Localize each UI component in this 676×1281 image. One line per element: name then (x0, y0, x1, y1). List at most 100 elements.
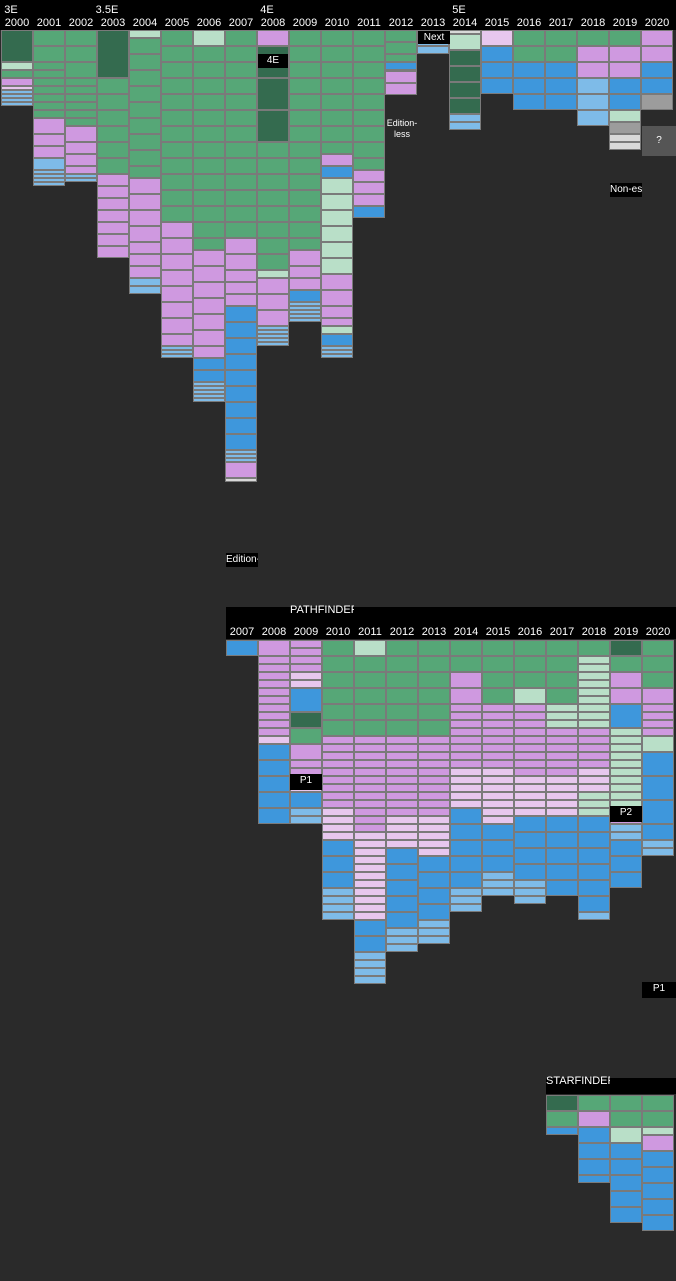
top-chart-bar-segment (225, 222, 257, 238)
top-chart-bar-segment (449, 82, 481, 98)
pathfinder-bar-segment (546, 864, 578, 880)
top-chart-bar-segment (33, 70, 65, 78)
pathfinder-bar-segment (258, 792, 290, 808)
pathfinder-bar-segment (546, 816, 578, 832)
top-chart-bar-segment (289, 126, 321, 142)
top-chart-bar-segment (193, 158, 225, 174)
pathfinder-bar-segment (482, 776, 514, 784)
top-chart-bar-segment (257, 254, 289, 270)
pathfinder-bar-segment (290, 712, 322, 728)
top-chart-bar-segment (321, 30, 353, 46)
top-chart-bar-segment (65, 94, 97, 102)
top-chart-bar-segment (193, 266, 225, 282)
top-chart-bar-segment (641, 30, 673, 46)
top-chart-bar-segment (257, 158, 289, 174)
top-chart-bar-segment (161, 354, 193, 358)
top-chart-bar-segment (289, 78, 321, 94)
top-year-tick: 2008 (260, 17, 286, 29)
pathfinder-bar-segment (514, 784, 546, 792)
pathfinder-year-tick: 2017 (549, 626, 575, 638)
top-chart-bar-segment (129, 134, 161, 150)
top-chart-bar-segment (385, 54, 417, 62)
pathfinder-bar-segment (418, 848, 450, 856)
pathfinder-bar-segment (578, 864, 610, 880)
pathfinder-bar-segment (386, 760, 418, 768)
pathfinder-bar-segment (482, 656, 514, 672)
top-chart-bar-segment (289, 310, 321, 314)
pathfinder-bar-segment (322, 656, 354, 672)
top-chart-bar-segment (545, 78, 577, 94)
top-chart-bar-segment (353, 170, 385, 182)
top-chart-bar-segment (321, 78, 353, 94)
pathfinder-bar-segment (482, 880, 514, 888)
edition-marker: 3E (4, 4, 18, 16)
top-chart-bar-segment (449, 66, 481, 82)
top-chart-bar-segment (33, 182, 65, 186)
top-chart-bar-segment (225, 270, 257, 282)
starfinder-bar-segment (610, 1207, 642, 1223)
top-chart-bar-segment (289, 174, 321, 190)
pathfinder-bar-segment (450, 792, 482, 800)
top-chart-bar-segment (609, 110, 641, 122)
pathfinder-bar-segment (546, 704, 578, 712)
pathfinder-bar-segment (354, 784, 386, 792)
pathfinder-bar-segment (450, 752, 482, 760)
top-chart-bar-segment (225, 370, 257, 386)
top-chart-bar-segment (65, 174, 97, 178)
top-chart-bar-segment (225, 306, 257, 322)
top-chart-bar-segment (97, 210, 129, 222)
pathfinder-bar-segment (386, 776, 418, 784)
pathfinder-bar-segment (322, 752, 354, 760)
top-chart-bar-segment (289, 302, 321, 306)
top-chart-bar-segment (353, 46, 385, 62)
starfinder-bar-segment (610, 1095, 642, 1111)
pathfinder-bar-segment (514, 888, 546, 896)
top-chart-bar-segment (97, 158, 129, 174)
top-chart-bar-segment (289, 290, 321, 302)
top-chart-bar-segment (257, 222, 289, 238)
pathfinder-bar-segment (418, 776, 450, 784)
top-annotation-label: Non-essential (610, 183, 642, 197)
top-chart-bar-segment (577, 46, 609, 62)
pathfinder-bar-segment (514, 752, 546, 760)
top-chart-bar-segment (129, 30, 161, 38)
top-chart-bar-segment (65, 46, 97, 62)
top-chart-bar-segment (289, 318, 321, 322)
top-chart-bar-segment (385, 83, 417, 95)
pathfinder-bar-segment (386, 824, 418, 832)
top-chart-bar-segment (257, 310, 289, 326)
pathfinder-bar-segment (578, 816, 610, 832)
pathfinder-bar-segment (642, 712, 674, 720)
pathfinder-bar-segment (386, 768, 418, 776)
top-chart-bar-segment (97, 126, 129, 142)
pathfinder-title: PATHFINDER (290, 604, 354, 616)
top-chart-bar-segment (65, 110, 97, 118)
top-chart-bar-segment (321, 354, 353, 358)
pathfinder-bar-segment (578, 880, 610, 896)
pathfinder-bar-segment (546, 880, 578, 896)
pathfinder-bar-segment (450, 768, 482, 776)
pathfinder-bar-segment (450, 656, 482, 672)
top-chart-bar-segment (481, 78, 513, 94)
top-chart-bar-segment (225, 62, 257, 78)
pathfinder-bar-segment (610, 824, 642, 832)
top-chart-bar-segment (193, 222, 225, 238)
pathfinder-bar-segment (578, 808, 610, 816)
top-chart-bar-segment (1, 90, 33, 94)
pathfinder-year-tick: 2011 (358, 626, 382, 638)
top-chart-bar-segment (1, 70, 33, 78)
pathfinder-bar-segment (450, 856, 482, 872)
top-chart-bar-segment (65, 166, 97, 174)
pathfinder-bar-segment (386, 816, 418, 824)
top-chart-bar-segment (129, 242, 161, 254)
top-year-tick: 2006 (196, 17, 222, 29)
top-year-tick: 2002 (68, 17, 94, 29)
top-chart-bar-segment (289, 314, 321, 318)
top-chart-bar-segment (609, 30, 641, 46)
pathfinder-bar-segment (482, 720, 514, 728)
top-chart-bar-segment (193, 206, 225, 222)
pathfinder-bar-segment (610, 752, 642, 760)
top-chart-bar-segment (449, 98, 481, 114)
top-chart-bar-segment (353, 126, 385, 142)
top-chart-bar-segment (257, 342, 289, 346)
